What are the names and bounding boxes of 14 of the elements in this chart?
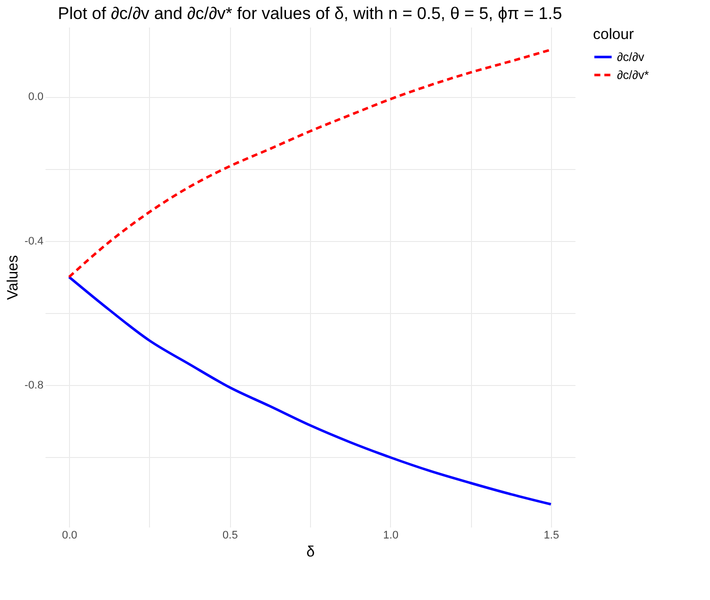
y-tick-label: -0.8 (24, 380, 44, 392)
line-series (68, 276, 552, 506)
x-tick-label: 0.0 (62, 530, 78, 542)
y-tick-label: 0.0 (28, 91, 44, 104)
legend-label: ∂c/∂v* (617, 68, 650, 82)
y-axis-title: Values (4, 255, 22, 300)
x-axis-title: δ (306, 544, 315, 560)
x-tick-label: 1.0 (383, 530, 398, 542)
x-tick-label: 0.5 (222, 530, 238, 542)
y-tick-label: -0.4 (24, 235, 44, 248)
chart-title: Plot of ∂c/∂v and ∂c/∂v* for values of δ, with n = 0.5, θ = 5, ϕπ = 1.5 (58, 4, 562, 23)
x-tick-label: 1.5 (544, 530, 560, 542)
legend-title: colour (593, 26, 634, 43)
legend-label: ∂c/∂v (617, 50, 644, 64)
